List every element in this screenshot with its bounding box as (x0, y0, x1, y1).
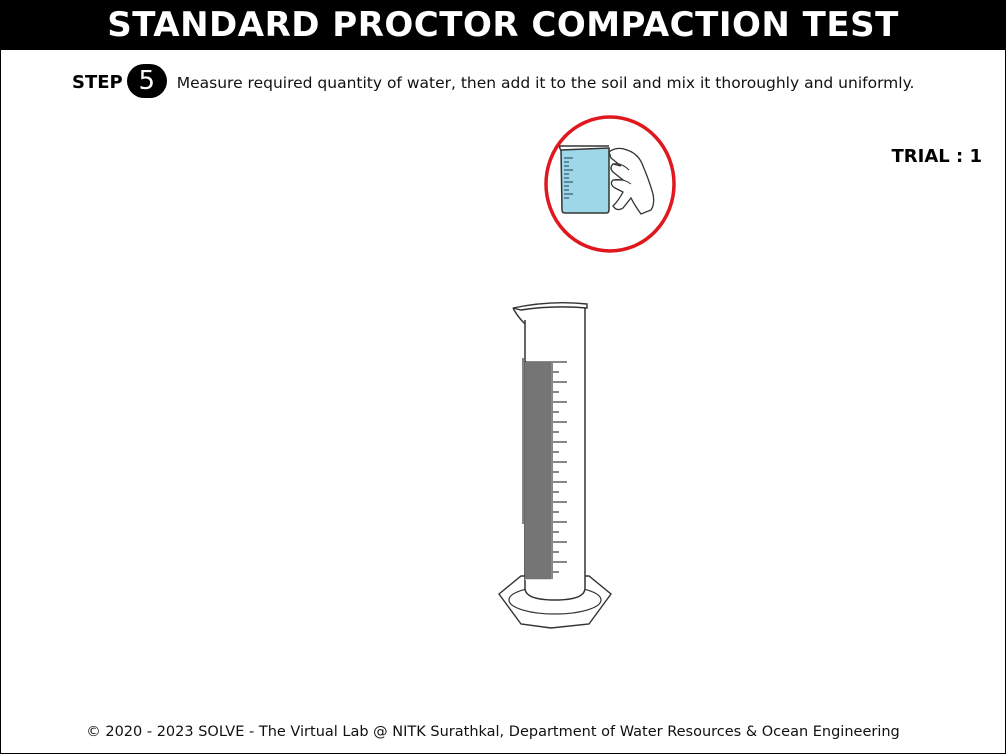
step-instruction-text: Measure required quantity of water, then… (176, 74, 915, 92)
page-title: STANDARD PROCTOR COMPACTION TEST (0, 0, 1006, 50)
footer-copyright: © 2020 - 2023 SOLVE - The Virtual Lab @ … (86, 724, 900, 740)
graduation-marks (525, 362, 551, 580)
beaker-body (560, 147, 610, 214)
measuring-cylinder-icon[interactable] (495, 298, 615, 632)
step-label: STEP (72, 72, 123, 93)
highlight-ring (544, 115, 676, 253)
step-number-badge: 5 (126, 64, 167, 98)
water-beaker-icon[interactable] (543, 114, 679, 256)
trial-indicator: TRIAL : 1 (891, 146, 983, 167)
step-instruction: STEP 5 Measure required quantity of water,… (66, 64, 966, 100)
hand (608, 147, 655, 215)
